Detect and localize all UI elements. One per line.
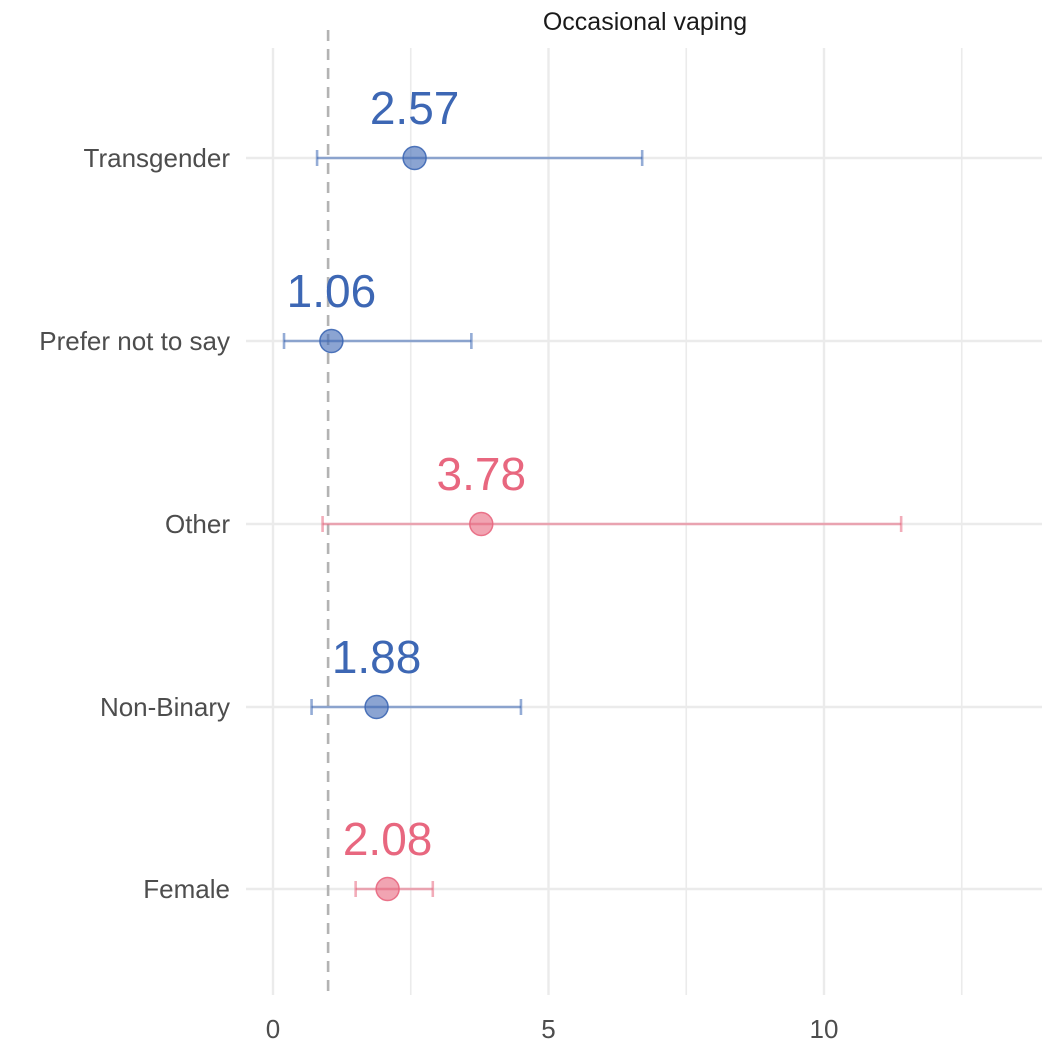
estimate-group: 3.78 <box>321 448 903 537</box>
estimate-group: 1.06 <box>282 265 473 354</box>
value-label: 2.57 <box>370 82 460 134</box>
value-label: 1.06 <box>287 265 377 317</box>
point-estimate <box>375 876 400 902</box>
category-label: Prefer not to say <box>39 326 230 356</box>
value-label: 1.88 <box>332 631 422 683</box>
estimate-group: 2.57 <box>315 82 644 171</box>
category-label: Other <box>165 509 230 539</box>
category-label: Female <box>143 874 230 904</box>
x-tick-label: 10 <box>810 1014 839 1044</box>
x-tick-label: 5 <box>541 1014 555 1044</box>
estimate-group: 2.08 <box>343 813 435 902</box>
value-label: 2.08 <box>343 813 433 865</box>
point-estimate <box>319 328 344 354</box>
value-label: 3.78 <box>437 448 527 500</box>
x-tick-labels: 0 5 10 <box>266 1014 839 1044</box>
category-label: Non-Binary <box>100 692 230 722</box>
point-estimate <box>364 694 389 720</box>
data-marks: 2.57 1.06 3.78 1.88 2.08 <box>282 82 903 902</box>
point-estimate <box>469 511 494 537</box>
estimate-group: 1.88 <box>310 631 523 720</box>
category-labels: Transgender Prefer not to say Other Non-Bin… <box>39 143 230 904</box>
x-tick-label: 0 <box>266 1014 280 1044</box>
chart-title: Occasional vaping <box>543 8 747 36</box>
point-estimate <box>402 145 427 171</box>
category-label: Transgender <box>84 143 231 173</box>
